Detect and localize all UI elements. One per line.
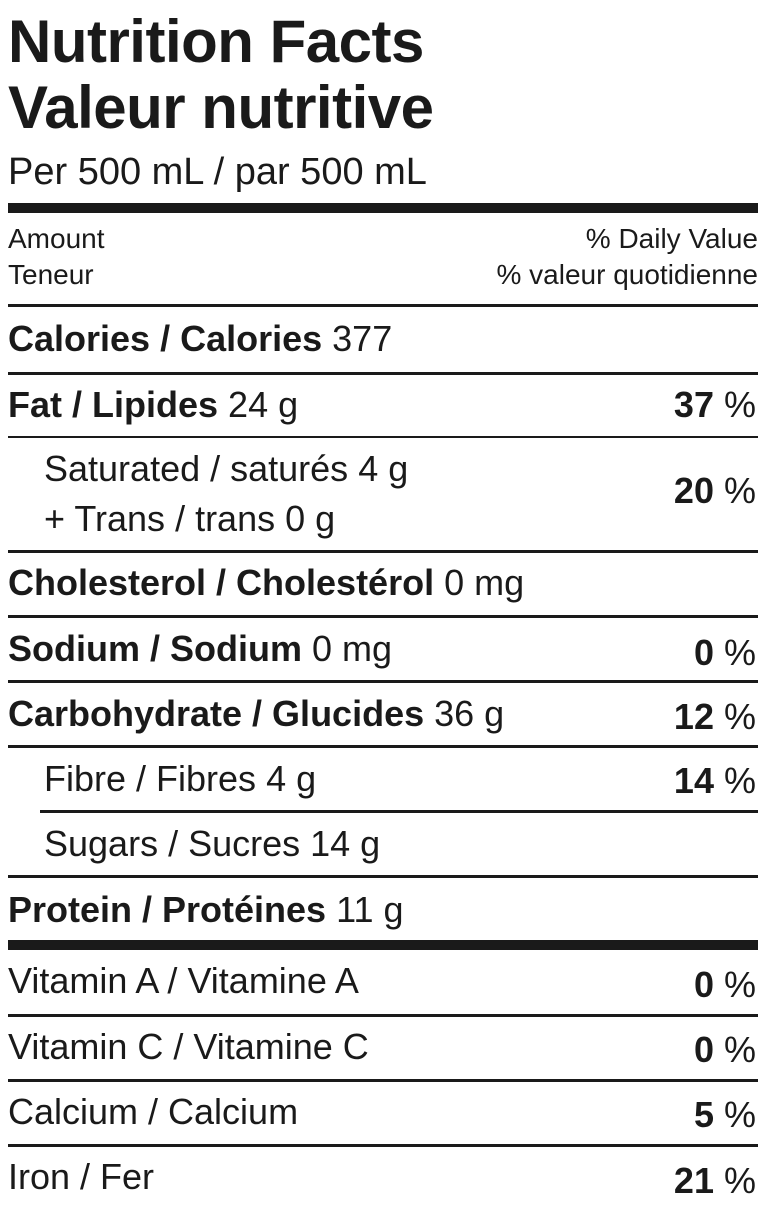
fibre-daily-value: 14 % [674,760,756,802]
carbohydrate-dv-number: 12 [673,696,714,737]
carbohydrate-label: Carbohydrate / Glucides [8,693,425,734]
percent-sign: % [723,1029,756,1070]
divider [8,372,758,375]
iron-daily-value: 21 % [674,1160,756,1202]
divider [8,745,758,748]
trans-label: + Trans / trans [44,498,276,539]
cholesterol-label: Cholesterol / Cholestérol [8,562,435,603]
saturated-trans-daily-value: 20 % [674,470,756,512]
fibre-amount: 4 g [266,758,317,799]
vitamin-c-dv-number: 0 [693,1029,714,1070]
sodium-label: Sodium / Sodium [8,628,302,669]
percent-sign: % [723,696,756,737]
fat-label: Fat / Lipides [8,384,219,425]
sugars-amount: 14 g [310,823,381,864]
divider [40,810,758,813]
iron-dv-number: 21 [673,1160,714,1201]
percent-sign: % [723,1094,756,1135]
percent-sign: % [723,964,756,1005]
calcium-dv-number: 5 [693,1094,714,1135]
protein-amount: 11 g [336,889,404,930]
calcium-label: Calcium / Calcium [8,1091,299,1132]
trans-amount: 0 g [285,498,336,539]
daily-value-header-french: % valeur quotidienne [496,259,758,290]
fat-daily-value: 37 % [674,384,756,426]
serving-size: Per 500 mL / par 500 mL [8,151,427,193]
percent-sign: % [723,632,756,673]
calcium-row: Calcium / Calcium [8,1091,298,1133]
vitamin-c-row: Vitamin C / Vitamine C [8,1026,369,1068]
protein-label: Protein / Protéines [8,889,327,930]
carbohydrate-row: Carbohydrate / Glucides 36 g [8,693,504,735]
divider [8,304,758,307]
divider [8,615,758,618]
thick-divider-top [8,203,758,213]
title-english: Nutrition Facts [8,8,424,75]
fibre-label: Fibre / Fibres [44,758,257,799]
fat-dv-number: 37 [673,384,714,425]
fat-amount: 24 g [228,384,299,425]
divider [8,680,758,683]
iron-label: Iron / Fer [8,1156,155,1197]
sodium-amount: 0 mg [312,628,393,669]
thick-divider-vitamins [8,940,758,950]
fat-row: Fat / Lipides 24 g [8,384,298,426]
divider [8,436,758,438]
calories-row: Calories / Calories 377 [8,318,392,360]
carbohydrate-daily-value: 12 % [674,696,756,738]
divider [8,1144,758,1147]
percent-sign: % [723,760,756,801]
iron-row: Iron / Fer [8,1156,154,1198]
carbohydrate-amount: 36 g [434,693,505,734]
cholesterol-amount: 0 mg [444,562,525,603]
divider [8,875,758,878]
calories-amount: 377 [332,318,393,359]
amount-header-french: Teneur [8,259,94,290]
protein-row: Protein / Protéines 11 g [8,889,404,931]
percent-sign: % [723,470,756,511]
amount-header-english: Amount [8,223,105,254]
divider [8,1014,758,1017]
fibre-row: Fibre / Fibres 4 g [44,758,316,800]
title-french: Valeur nutritive [8,74,434,141]
vitamin-a-daily-value: 0 % [694,964,756,1006]
sugars-row: Sugars / Sucres 14 g [44,823,380,865]
calcium-daily-value: 5 % [694,1094,756,1136]
saturated-trans-dv-number: 20 [673,470,714,511]
saturated-amount: 4 g [358,448,409,489]
fibre-dv-number: 14 [673,760,714,801]
trans-row: + Trans / trans 0 g [44,498,335,540]
vitamin-a-dv-number: 0 [693,964,714,1005]
sugars-label: Sugars / Sucres [44,823,301,864]
vitamin-a-label: Vitamin A / Vitamine A [8,960,359,1001]
vitamin-a-row: Vitamin A / Vitamine A [8,960,359,1002]
vitamin-c-label: Vitamin C / Vitamine C [8,1026,369,1067]
sodium-row: Sodium / Sodium 0 mg [8,628,392,670]
percent-sign: % [723,384,756,425]
divider [8,1079,758,1082]
saturated-label: Saturated / saturés [44,448,349,489]
sodium-daily-value: 0 % [694,632,756,674]
saturated-row: Saturated / saturés 4 g [44,448,408,490]
vitamin-c-daily-value: 0 % [694,1029,756,1071]
percent-sign: % [723,1160,756,1201]
divider [8,550,758,553]
daily-value-header-english: % Daily Value [585,223,758,254]
calories-label: Calories / Calories [8,318,323,359]
sodium-dv-number: 0 [693,632,714,673]
cholesterol-row: Cholesterol / Cholestérol 0 mg [8,562,524,604]
